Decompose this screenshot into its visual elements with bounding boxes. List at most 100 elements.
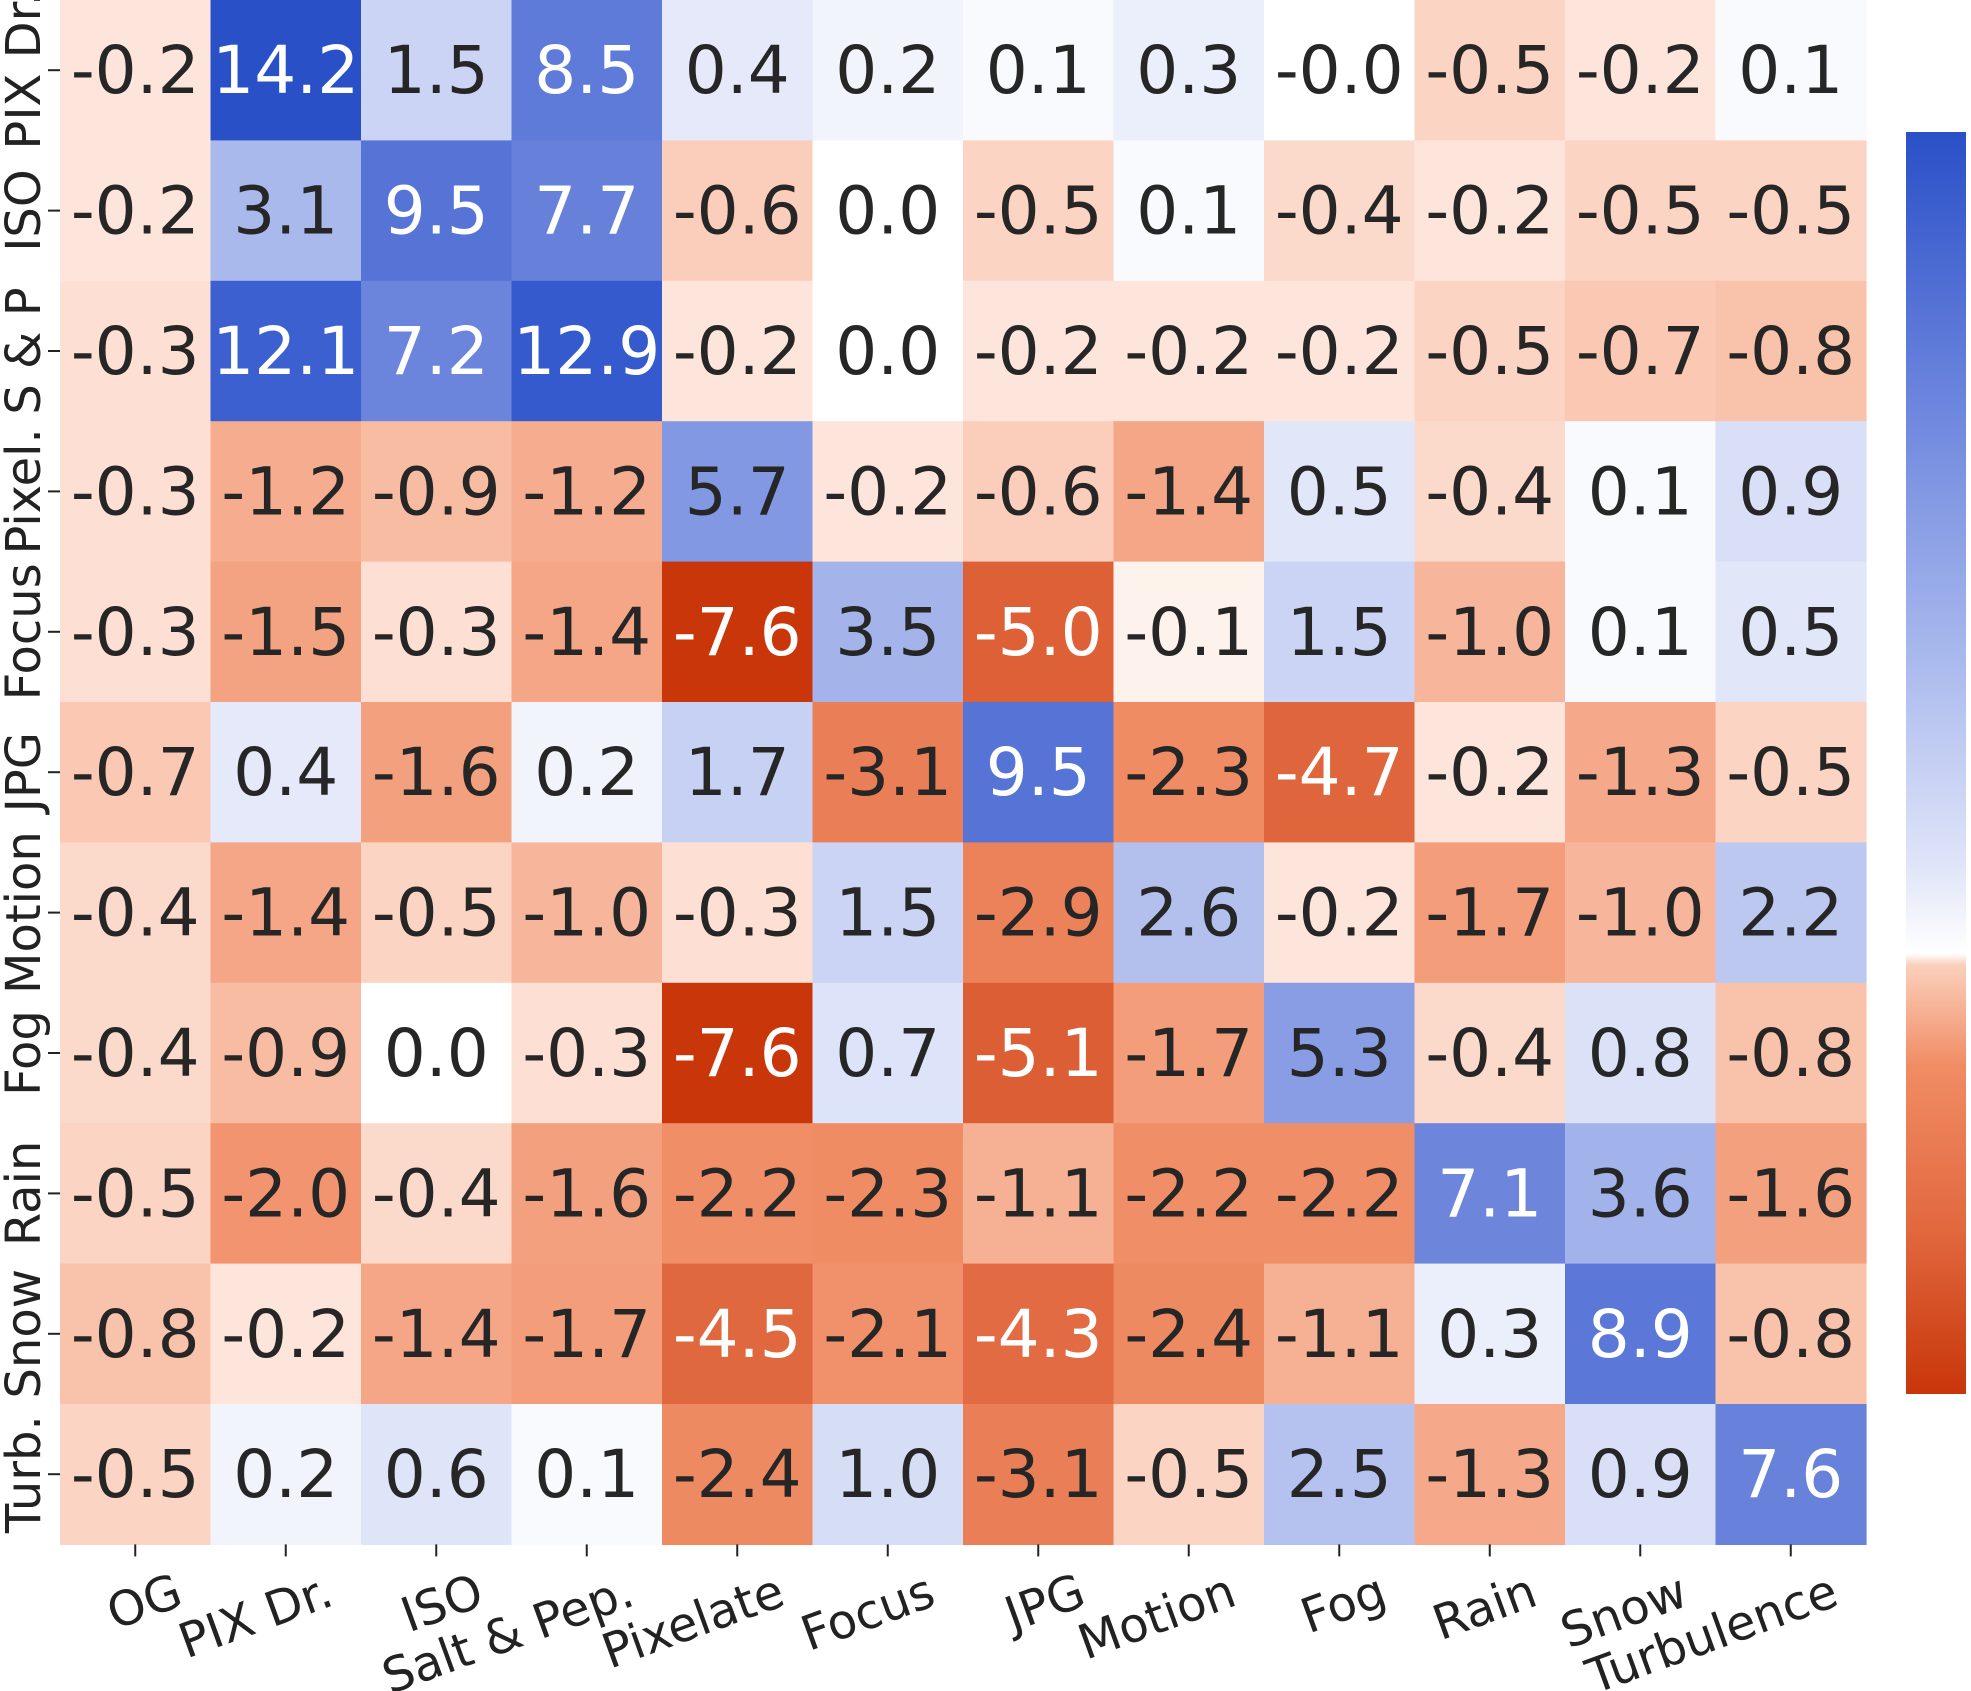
heatmap-cell	[511, 421, 663, 563]
heatmap-cell	[511, 842, 663, 984]
cell-value-label: -1.5	[221, 594, 350, 671]
heatmap-cell	[963, 1263, 1115, 1405]
cell-value-label: -4.3	[974, 1296, 1103, 1373]
cell-value-label: -0.5	[1425, 32, 1554, 109]
cell-value-label: -1.7	[1425, 875, 1554, 952]
cell-value-label: 1.0	[835, 1436, 940, 1513]
heatmap-cell	[662, 421, 814, 563]
heatmap-cell	[1113, 702, 1265, 843]
cell-value-label: 12.9	[513, 313, 660, 390]
cell-value-label: -1.3	[1425, 1436, 1554, 1513]
heatmap-cell	[963, 421, 1115, 563]
heatmap-cell	[963, 280, 1115, 422]
heatmap-cell	[812, 561, 964, 703]
y-tick-label: S & P	[0, 287, 52, 414]
cell-value-label: -2.4	[1124, 1296, 1253, 1373]
heatmap-cell	[210, 561, 362, 703]
cell-value-label: -0.7	[71, 734, 200, 811]
heatmap-cell	[511, 1404, 663, 1545]
heatmap-cell	[1715, 1263, 1867, 1405]
heatmap-cell	[511, 702, 663, 843]
heatmap-cell	[1414, 1123, 1566, 1265]
heatmap-cell	[963, 702, 1115, 843]
cell-value-label: -0.3	[522, 1015, 651, 1092]
heatmap-cell	[662, 1263, 814, 1405]
heatmap-cell	[1414, 1404, 1566, 1545]
cell-value-label: -0.5	[1425, 313, 1554, 390]
heatmap-cell	[60, 140, 212, 282]
y-tick-label: ISO	[0, 169, 52, 251]
cell-value-label: 3.1	[233, 173, 338, 250]
cell-value-label: -0.3	[71, 594, 200, 671]
heatmap-cell	[963, 842, 1115, 984]
heatmap-cell	[1565, 0, 1717, 141]
heatmap-cell	[361, 421, 513, 563]
cell-value-label: 3.6	[1588, 1155, 1693, 1232]
heatmap-cell	[1715, 1404, 1867, 1545]
y-tick-label: Fog	[0, 1010, 52, 1096]
cell-value-label: -2.2	[1275, 1155, 1404, 1232]
heatmap-cell	[60, 1404, 212, 1545]
cell-value-label: -0.5	[974, 173, 1103, 250]
heatmap-cell	[1715, 982, 1867, 1124]
cell-value-label: 0.0	[835, 173, 940, 250]
cell-value-label: -0.4	[372, 1155, 501, 1232]
cell-value-label: 0.1	[1588, 453, 1693, 530]
cell-value-label: 0.4	[233, 734, 338, 811]
y-tick-label: Motion	[0, 831, 52, 994]
cell-value-label: -1.7	[1124, 1015, 1253, 1092]
cell-value-label: -1.6	[372, 734, 501, 811]
cell-value-label: -0.2	[1275, 875, 1404, 952]
heatmap-cell	[60, 421, 212, 563]
cell-value-label: -0.2	[71, 32, 200, 109]
cell-value-label: -1.4	[1124, 453, 1253, 530]
heatmap-cell	[361, 280, 513, 422]
heatmap-cell	[210, 421, 362, 563]
heatmap-cell	[963, 982, 1115, 1124]
cell-value-label: -0.3	[673, 875, 802, 952]
heatmap-cell	[812, 982, 964, 1124]
heatmap-cell	[1565, 140, 1717, 282]
heatmap-cell	[1414, 561, 1566, 703]
cell-value-label: -0.7	[1576, 313, 1705, 390]
cell-value-label: -0.8	[71, 1296, 200, 1373]
heatmap-cell	[1113, 140, 1265, 282]
cell-value-label: 0.7	[835, 1015, 940, 1092]
heatmap-cell	[1565, 421, 1717, 563]
heatmap-cell	[1414, 702, 1566, 843]
cell-value-label: -0.5	[1124, 1436, 1253, 1513]
cell-value-label: -1.1	[1275, 1296, 1404, 1373]
heatmap-cell	[1113, 1404, 1265, 1545]
cell-value-label: 0.8	[1588, 1015, 1693, 1092]
heatmap-cell	[1264, 842, 1416, 984]
cell-value-label: -0.4	[1275, 173, 1404, 250]
heatmap-cell	[812, 140, 964, 282]
heatmap-cell	[511, 280, 663, 422]
cell-value-label: -0.1	[1124, 594, 1253, 671]
heatmap-cell	[1715, 561, 1867, 703]
y-tick-label: JPG	[0, 732, 52, 815]
cell-value-label: -2.3	[1124, 734, 1253, 811]
heatmap-cell	[812, 421, 964, 563]
heatmap-cell	[812, 280, 964, 422]
heatmap-cell	[1264, 702, 1416, 843]
cell-value-label: -0.4	[1425, 453, 1554, 530]
heatmap-cell	[210, 140, 362, 282]
heatmap-cell	[1565, 1123, 1717, 1265]
cell-value-label: 0.1	[534, 1436, 639, 1513]
heatmap-cell	[210, 842, 362, 984]
heatmap-cell	[662, 982, 814, 1124]
cell-value-label: -0.5	[372, 875, 501, 952]
y-tick-label: PIX Dr.	[0, 0, 52, 150]
heatmap-cell	[1113, 280, 1265, 422]
cell-value-label: 2.5	[1287, 1436, 1392, 1513]
cell-value-label: -5.1	[974, 1015, 1103, 1092]
cell-value-label: -0.8	[1726, 1015, 1855, 1092]
cell-value-label: 0.4	[685, 32, 790, 109]
cell-value-label: -0.2	[1576, 32, 1705, 109]
cell-value-label: -7.6	[673, 594, 802, 671]
cell-value-label: 7.6	[1738, 1436, 1843, 1513]
heatmap-cell	[210, 1123, 362, 1265]
cell-value-label: -2.0	[221, 1155, 350, 1232]
